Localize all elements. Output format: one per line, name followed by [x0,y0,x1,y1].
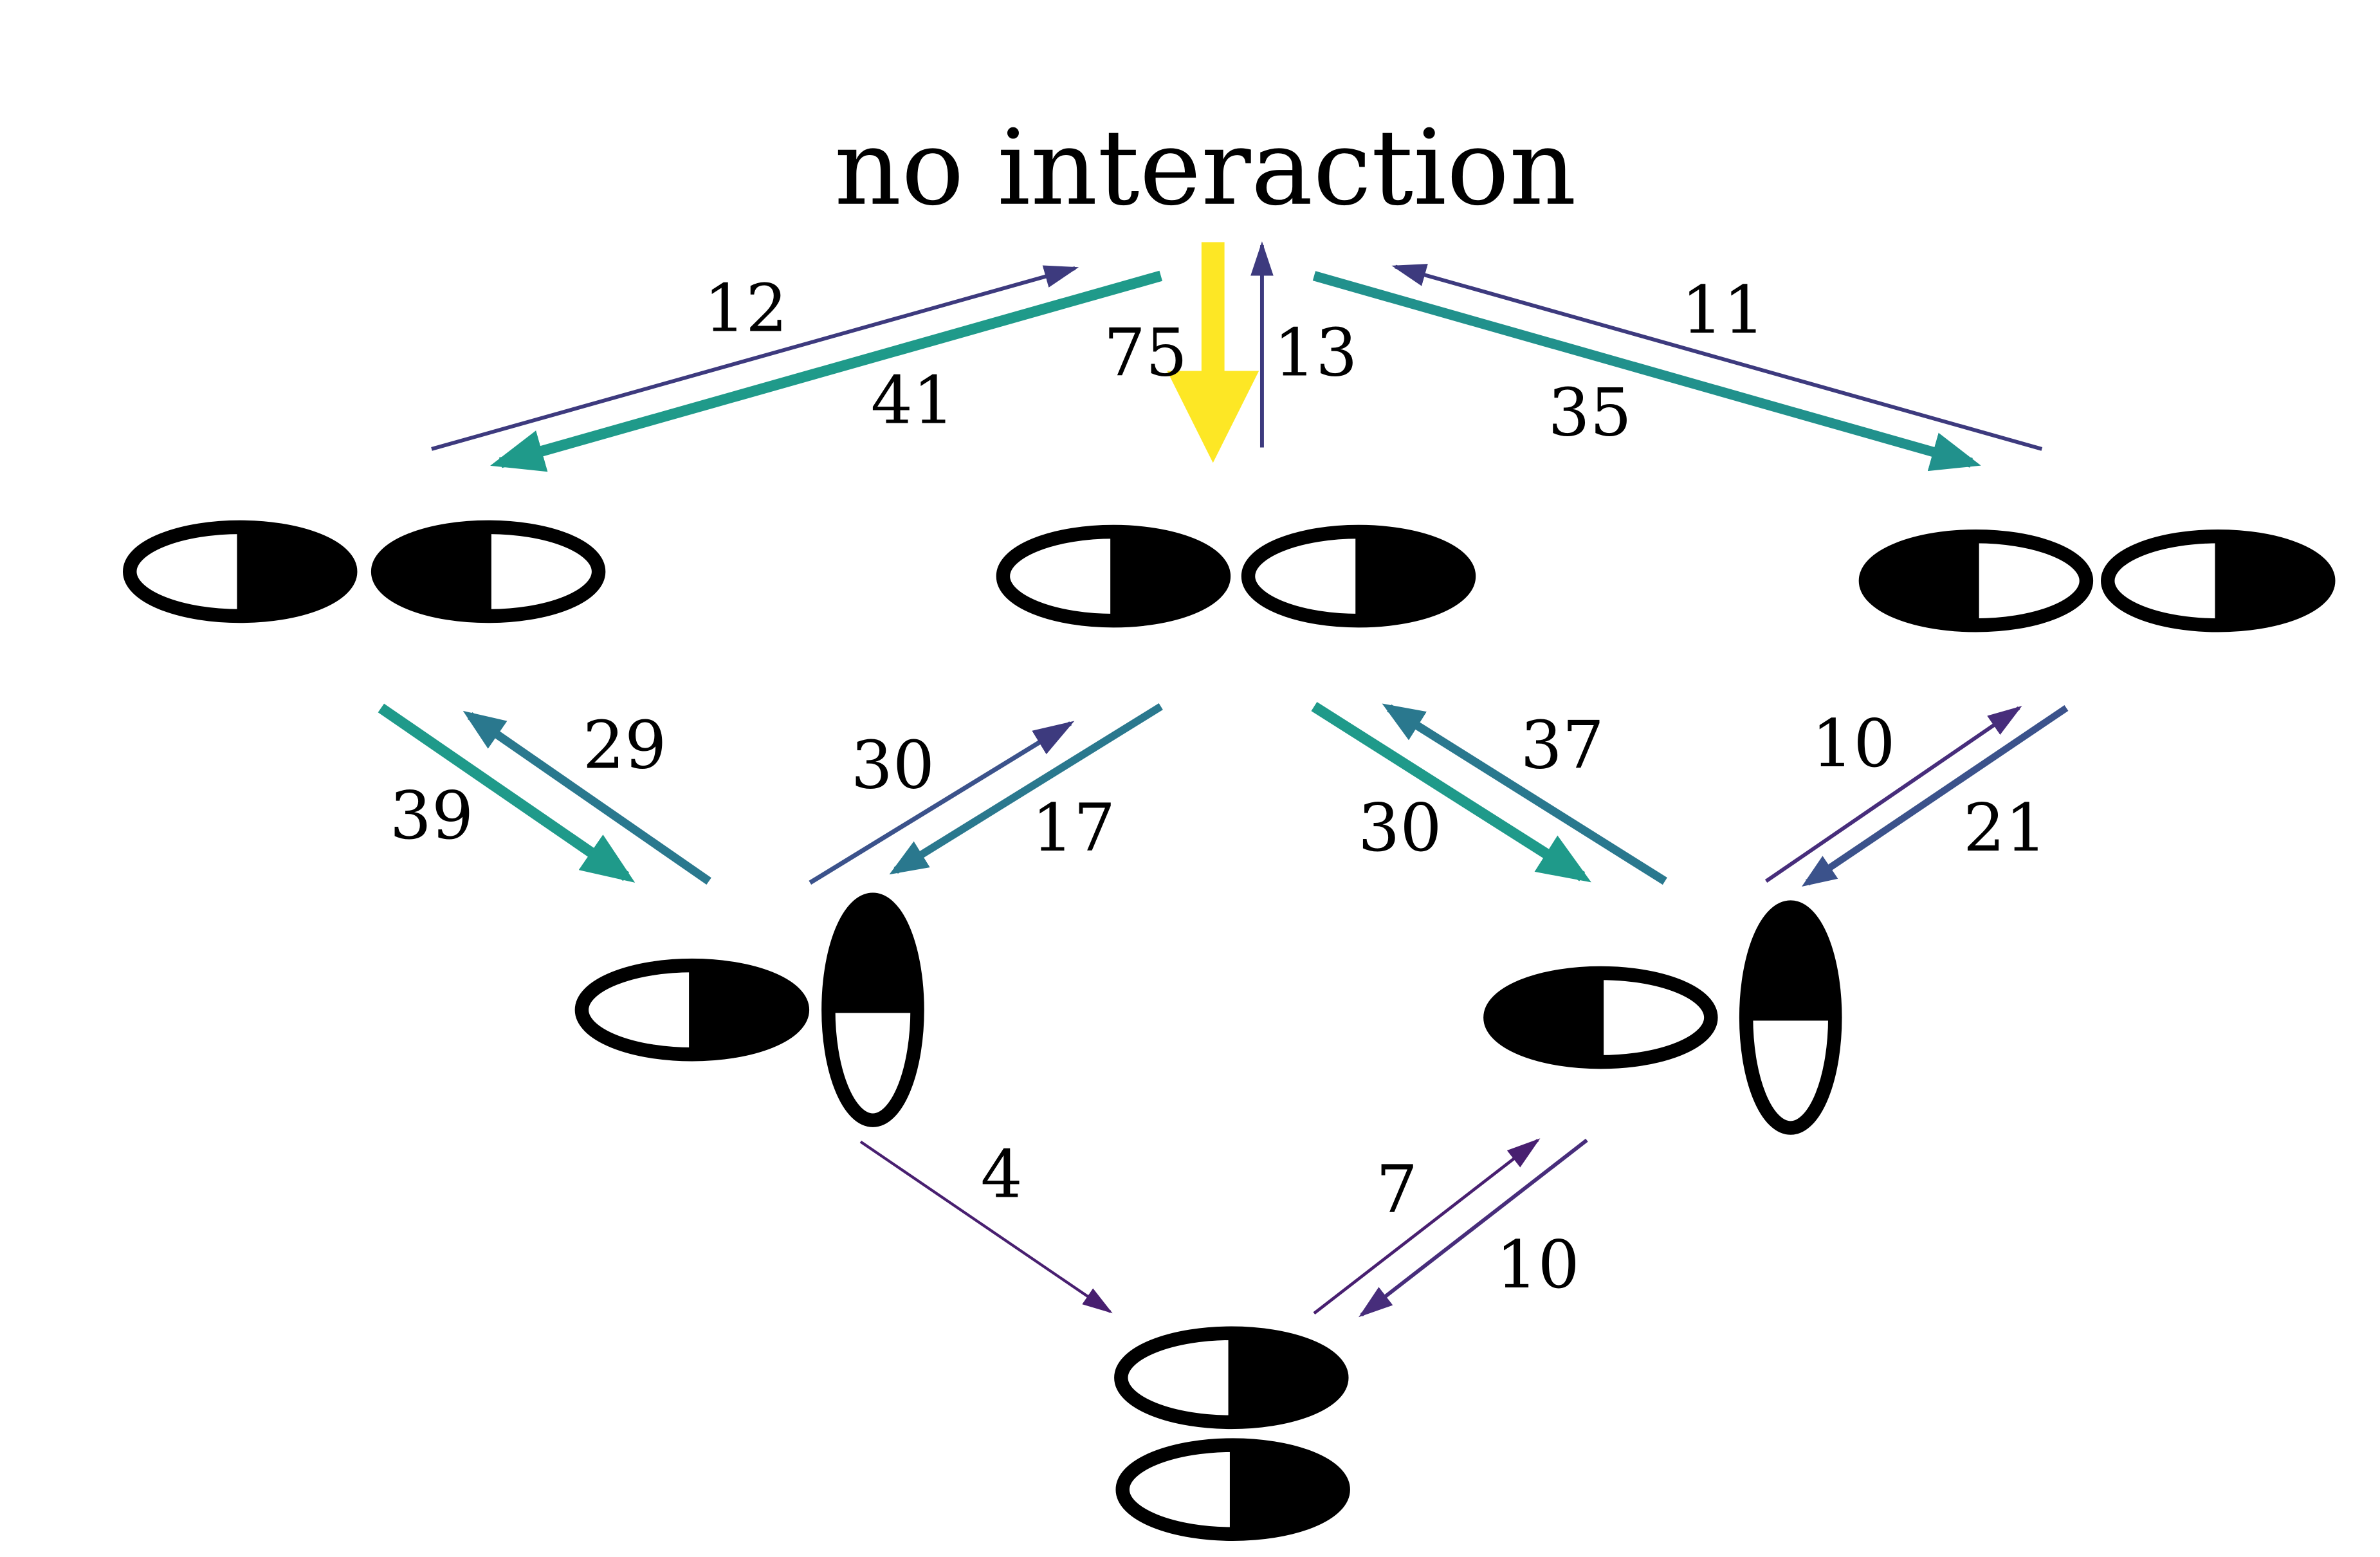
label-n3-to-m2: 21 [1963,790,2047,867]
state-pair-right [1858,529,2336,632]
no-interaction-title: no interaction [834,108,1577,229]
particle-icon [2101,529,2336,632]
state-pair-center [996,524,1476,628]
label-none-to-n3: 35 [1548,374,1632,451]
particle-icon [371,520,606,623]
label-n1-to-none: 12 [704,270,787,347]
particle-icon [1739,900,1842,1135]
arrow-none-to-n3 [1312,271,1981,472]
state-pair-left [123,520,606,623]
arrow-n3-to-m2 [1802,705,2069,887]
arrow-m1-to-n1 [462,710,711,885]
label-m1-to-n1: 29 [583,707,666,784]
state-pair-middle-left [574,892,924,1127]
state-pair-bottom [1114,1326,1350,1541]
arrow-n1-to-none [431,265,1079,451]
label-m1-to-n2: 30 [851,727,935,804]
particle-icon [1114,1326,1349,1430]
label-none-to-n1: 41 [871,362,955,439]
particle-icon [1858,529,2094,632]
arrow-none-to-n1 [490,270,1163,472]
label-none-to-n2: 75 [1104,315,1187,392]
label-m2-to-b: 10 [1496,1227,1580,1304]
arrow-m1-to-b [859,1140,1113,1314]
label-m1-to-b: 4 [980,1136,1022,1213]
arrow-n3-to-none [1391,264,2043,451]
label-n1-to-m1: 39 [390,778,473,854]
arrow-m1-to-n2 [809,721,1075,885]
particle-icon [996,524,1231,628]
label-n2-to-m1: 17 [1032,790,1115,867]
particle-icon [1241,524,1476,628]
label-m2-to-n2: 37 [1521,707,1604,784]
arrow-m2-to-n3 [1764,706,2022,883]
arrow-m2-to-b [1359,1138,1588,1318]
label-n2-to-m2: 30 [1358,790,1442,867]
particle-icon [821,892,924,1127]
label-n2-to-none: 13 [1274,315,1357,392]
label-m2-to-n3: 10 [1811,706,1895,782]
particle-icon [1115,1438,1350,1541]
state-pair-middle-right [1483,900,1842,1135]
arrow-b-to-m2 [1313,1138,1541,1315]
label-b-to-m2: 7 [1376,1152,1418,1228]
arrow-m2-to-n2 [1382,703,1667,885]
arrow-n2-to-m1 [889,703,1163,875]
particle-icon [574,958,810,1062]
arrow-n2-to-m2 [1311,702,1591,883]
arrow-n1-to-m1 [378,703,636,883]
particle-icon [1483,966,1718,1069]
label-n3-to-none: 11 [1681,272,1765,349]
particle-icon [123,520,358,623]
